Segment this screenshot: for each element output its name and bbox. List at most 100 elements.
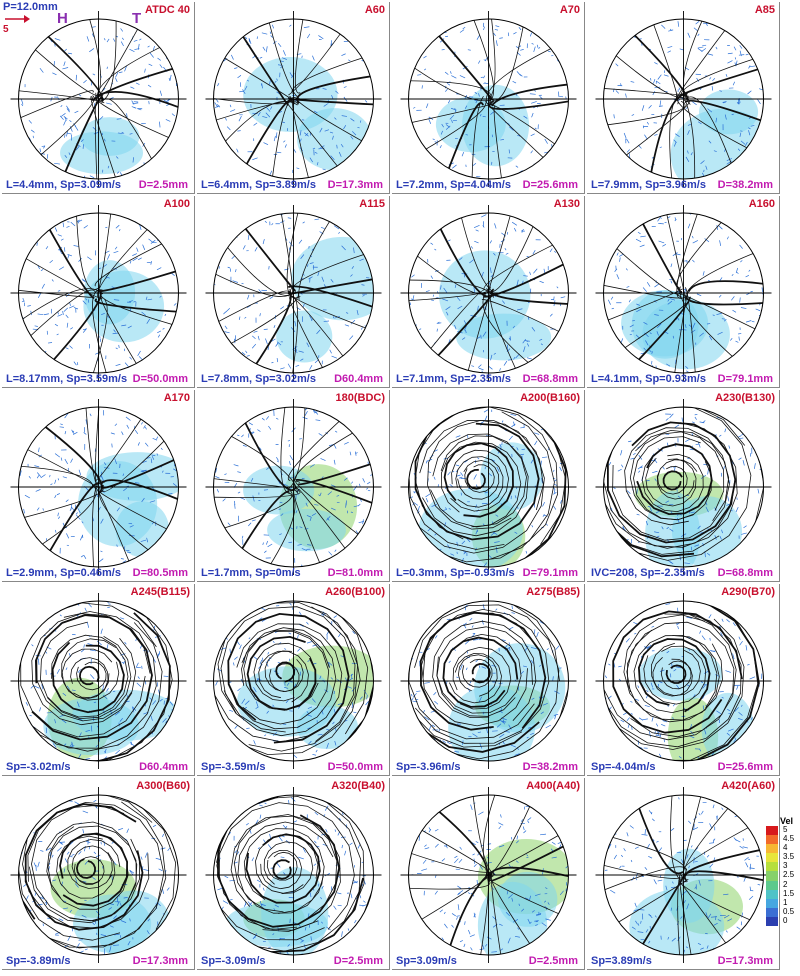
streamline [246,635,317,711]
velocity-vector [234,503,236,509]
velocity-vector [698,813,701,816]
velocity-vector [166,887,170,891]
velocity-vector [759,88,763,91]
velocity-vector [78,258,82,262]
velocity-vector [21,103,24,107]
velocity-vector [416,690,421,692]
cylinder-outline [18,18,179,180]
velocity-vector [288,632,292,635]
velocity-vector [272,641,275,643]
velocity-vector [478,93,480,97]
velocity-vector [45,246,49,250]
velocity-vector [84,607,87,612]
streamline [213,601,361,756]
velocity-vector [51,279,54,282]
velocity-vector [719,277,723,281]
velocity-vector [129,48,135,52]
velocity-vector [54,38,61,41]
streamline [427,419,544,530]
velocity-vector [658,105,663,107]
velocity-vector [168,493,173,495]
velocity-vector [309,315,313,321]
velocity-vector [113,299,120,301]
velocity-vector [702,694,705,699]
velocity-vector [725,930,728,933]
velocity-vector [99,338,102,343]
velocity-vector [413,106,416,109]
velocity-vector [86,621,90,628]
velocity-vector [29,714,32,717]
streamline [94,241,166,287]
velocity-vector [144,704,147,707]
velocity-vector [121,37,124,40]
velocity-vector [608,843,612,850]
velocity-vector [274,904,280,908]
velocity-vector [469,934,475,938]
velocity-vector [311,248,314,251]
velocity-vector [293,601,297,605]
streamline [408,879,491,890]
velocity-vector [216,489,219,493]
velocity-vector [106,276,110,279]
velocity-vector [245,350,248,354]
velocity-vector [49,852,51,857]
velocity-vector [109,946,112,952]
velocity-vector [37,313,44,316]
velocity-vector [350,135,354,140]
streamline [76,661,107,691]
velocity-vector [542,456,548,458]
velocity-vector [469,681,472,684]
streamline [484,101,547,161]
velocity-vector [514,495,517,499]
velocity-vector [670,263,673,268]
panel-title: A230(B130) [715,392,775,404]
velocity-vector [683,900,686,904]
velocity-vector [78,939,83,941]
velocity-vector [666,526,669,530]
velocity-vector [525,897,529,900]
velocity-vector [672,335,675,339]
streamline [483,261,568,298]
panel-caption-left: Sp=-3.89m/s [6,955,71,967]
velocity-vector [52,879,56,882]
head-marker: H [57,10,68,27]
velocity-vector [656,331,659,336]
velocity-vector [57,313,63,317]
velocity-vector [617,468,622,472]
velocity-vector [699,421,705,424]
velocity-vector [35,489,41,492]
panel-title: A85 [754,4,775,16]
velocity-vector [667,216,671,219]
velocity-vector [300,138,302,142]
velocity-vector [693,694,696,698]
velocity-vector [708,335,713,341]
velocity-vector [717,919,722,922]
velocity-vector [623,132,627,139]
velocity-vector [93,799,97,803]
velocity-vector [343,86,347,88]
velocity-vector [690,152,693,156]
streamline [94,298,179,313]
velocity-vector [280,65,284,69]
velocity-vector [82,881,87,883]
velocity-vector [494,541,500,543]
velocity-vector [486,728,488,734]
panel-caption-right: D=50.0mm [327,761,383,773]
scale-arrow-icon [5,15,30,23]
velocity-vector [65,499,69,503]
velocity-vector [471,625,474,628]
velocity-vector [251,519,256,522]
velocity-vector [545,918,551,921]
streamline [61,638,120,701]
velocity-vector [124,65,127,72]
velocity-vector [355,452,358,454]
velocity-vector [142,244,146,251]
velocity-vector [718,225,723,230]
velocity-vector [36,242,38,246]
velocity-vector [638,717,644,721]
velocity-vector [434,843,439,848]
velocity-vector [267,651,270,655]
flow-panel: A170 L=2.9mm, Sp=0.46m/s D=80.5mm [2,390,195,582]
velocity-vector [475,530,478,535]
velocity-vector [43,313,49,316]
